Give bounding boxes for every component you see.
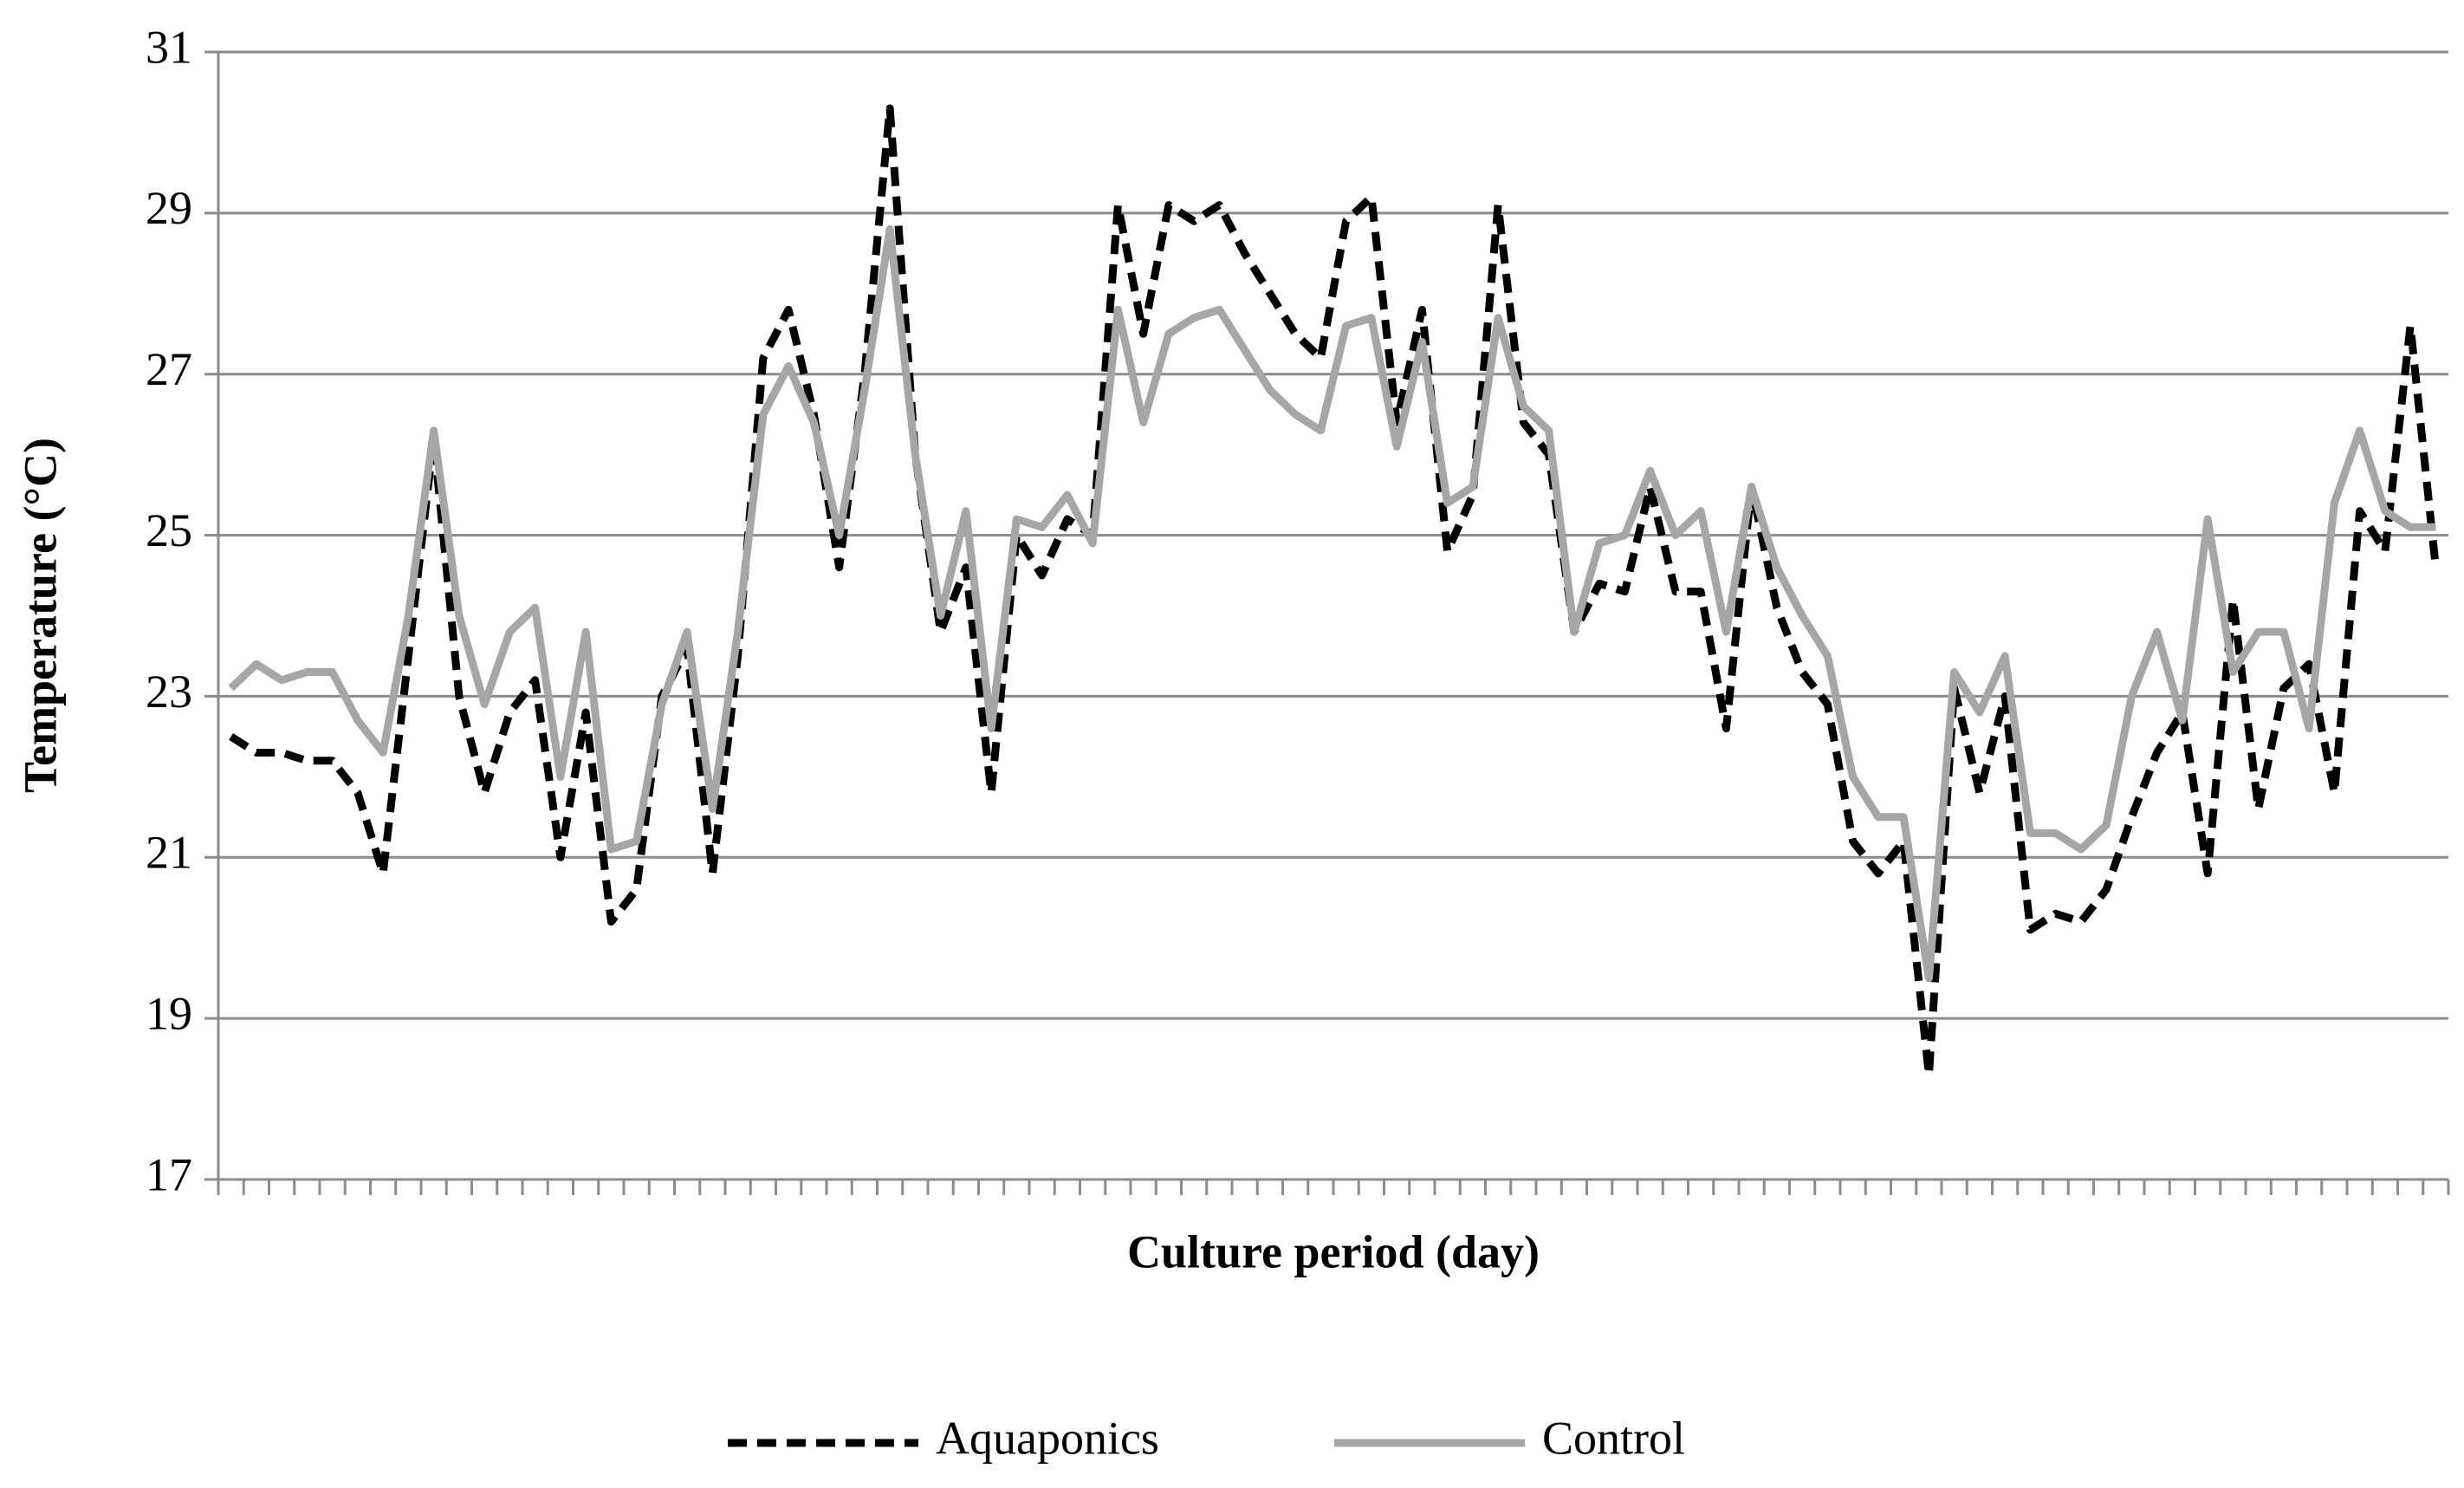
legend-label: Aquaponics bbox=[936, 1412, 1159, 1464]
y-tick-label: 31 bbox=[146, 21, 192, 73]
series-line bbox=[228, 224, 2436, 983]
y-tick-label: 27 bbox=[146, 343, 192, 395]
y-tick-label: 29 bbox=[146, 182, 192, 234]
y-axis-label: Temperature (°C) bbox=[14, 438, 66, 793]
legend-label: Control bbox=[1542, 1412, 1685, 1464]
y-tick-label: 23 bbox=[146, 666, 192, 718]
y-tick-label: 21 bbox=[146, 827, 192, 879]
x-axis-label: Culture period (day) bbox=[1127, 1225, 1540, 1277]
y-tick-label: 17 bbox=[146, 1148, 192, 1200]
y-tick-label: 25 bbox=[146, 504, 192, 556]
series-line bbox=[229, 104, 2440, 1079]
y-tick-label: 19 bbox=[146, 988, 192, 1040]
